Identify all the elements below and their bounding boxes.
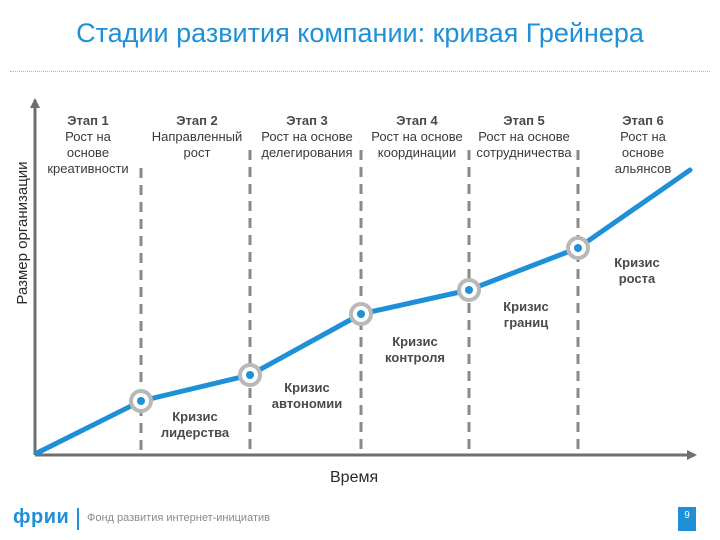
- stage-desc-line: делегирования: [261, 145, 353, 160]
- stage-desc-line: координации: [377, 145, 457, 160]
- crisis-label-4: Кризис границ: [482, 299, 570, 331]
- crisis-label-line: контроля: [385, 350, 445, 365]
- stage-label-1: Этап 1 Рост на основе креативности: [38, 113, 138, 177]
- crisis-node-5: [566, 236, 590, 260]
- stage-label-2: Этап 2 Направленный рост: [144, 113, 250, 161]
- stage-desc-line: Рост на основе: [261, 129, 353, 144]
- stage-desc-line: креативности: [47, 161, 129, 176]
- stage-label-5: Этап 5 Рост на основе сотрудничества: [470, 113, 578, 161]
- crisis-label-2: Кризис автономии: [262, 380, 352, 412]
- crisis-label-line: Кризис: [614, 255, 660, 270]
- stage-label-4: Этап 4 Рост на основе координации: [364, 113, 470, 161]
- footer-separator: [77, 508, 79, 530]
- crisis-label-line: границ: [503, 315, 549, 330]
- slide-title: Стадии развития компании: кривая Грейнер…: [76, 18, 644, 48]
- crisis-label-3: Кризис контроля: [370, 334, 460, 366]
- crisis-node-4: [457, 278, 481, 302]
- crisis-label-line: Кризис: [172, 409, 218, 424]
- page-number-badge: 9: [678, 507, 696, 531]
- stage-heading: Этап 5: [503, 113, 545, 128]
- crisis-label-line: роста: [618, 271, 656, 286]
- stage-desc-line: рост: [183, 145, 211, 160]
- stage-label-3: Этап 3 Рост на основе делегирования: [253, 113, 361, 161]
- crisis-label-5: Кризис роста: [598, 255, 676, 287]
- stage-desc-line: Рост на: [620, 129, 666, 144]
- crisis-label-line: Кризис: [284, 380, 330, 395]
- crisis-label-1: Кризис лидерства: [150, 409, 240, 441]
- stage-heading: Этап 2: [176, 113, 218, 128]
- crisis-node-2: [238, 363, 262, 387]
- stage-desc-line: сотрудничества: [476, 145, 572, 160]
- stage-heading: Этап 6: [622, 113, 664, 128]
- stage-desc-line: Рост на основе: [371, 129, 463, 144]
- stage-desc-line: основе: [66, 145, 110, 160]
- crisis-label-line: лидерства: [160, 425, 230, 440]
- stage-label-6: Этап 6 Рост на основе альянсов: [598, 113, 688, 177]
- crisis-label-line: Кризис: [392, 334, 438, 349]
- crisis-node-1: [129, 389, 153, 413]
- stage-desc-line: альянсов: [614, 161, 672, 176]
- crisis-label-line: автономии: [271, 396, 343, 411]
- title-divider: [10, 71, 710, 72]
- x-axis-label: Время: [330, 469, 379, 486]
- stage-heading: Этап 1: [67, 113, 109, 128]
- stage-desc-line: Направленный: [151, 129, 243, 144]
- crisis-label-line: Кризис: [503, 299, 549, 314]
- frii-logo[interactable]: фрии: [13, 506, 70, 528]
- stage-desc-line: основе: [621, 145, 665, 160]
- stage-desc-line: Рост на: [65, 129, 111, 144]
- stage-heading: Этап 4: [396, 113, 438, 128]
- stage-heading: Этап 3: [286, 113, 328, 128]
- stage-desc-line: Рост на основе: [478, 129, 570, 144]
- footer-org-name: Фонд развития интернет-инициатив: [87, 512, 270, 524]
- crisis-node-3: [349, 302, 373, 326]
